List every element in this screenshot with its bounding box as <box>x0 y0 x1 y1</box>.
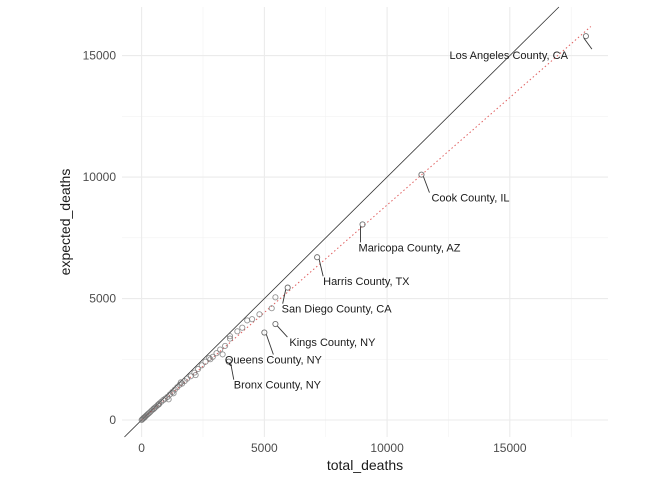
data-point <box>198 362 205 369</box>
data-point <box>207 356 214 363</box>
data-point <box>226 335 234 342</box>
data-points <box>138 33 589 424</box>
label-leader-line <box>277 325 288 338</box>
data-point <box>165 396 172 403</box>
labeled-data-point <box>359 221 366 228</box>
data-point <box>222 342 229 349</box>
labeled-data-point <box>272 320 279 328</box>
data-point <box>192 372 199 379</box>
x-tick-label: 10000 <box>370 441 404 455</box>
labeled-data-point <box>225 358 232 365</box>
y-tick-label: 15000 <box>83 49 117 63</box>
data-point <box>272 294 279 301</box>
data-point <box>239 324 246 331</box>
point-labels: Los Angeles County, CA Cook County, IL Mar… <box>225 37 593 392</box>
data-point <box>202 358 209 365</box>
data-point <box>155 401 162 408</box>
data-point <box>206 354 213 362</box>
labeled-data-point <box>261 329 268 336</box>
x-tick-labels: 0 5000 10000 15000 <box>138 441 527 455</box>
data-point <box>219 351 226 358</box>
reference-lines <box>124 6 592 438</box>
data-point <box>150 405 157 412</box>
data-point <box>256 311 263 318</box>
data-point <box>234 328 241 335</box>
label-leader-line <box>265 334 274 355</box>
point-label: Kings County, NY <box>289 337 376 349</box>
point-label: Queens County, NY <box>225 355 323 367</box>
label-leader-line <box>423 176 430 193</box>
point-label: Harris County, TX <box>323 276 410 288</box>
data-point <box>268 305 275 312</box>
labeled-data-point <box>284 284 291 291</box>
data-point <box>249 316 256 323</box>
y-tick-label: 5000 <box>89 292 116 306</box>
x-tick-label: 0 <box>138 441 145 455</box>
data-point <box>195 365 202 373</box>
identity-line <box>124 6 560 438</box>
x-tick-label: 5000 <box>251 441 278 455</box>
data-point <box>226 333 234 340</box>
data-point <box>170 390 177 397</box>
data-point <box>217 346 224 353</box>
point-label: Bronx County, NY <box>234 380 322 392</box>
point-label: Los Angeles County, CA <box>449 50 568 62</box>
point-label: San Diego County, CA <box>282 304 393 316</box>
label-leader-line <box>318 259 324 277</box>
label-leader-line <box>282 289 287 304</box>
grid-lines <box>122 7 608 437</box>
point-label: Cook County, IL <box>431 193 509 205</box>
labeled-data-point <box>314 254 321 261</box>
labeled-data-point <box>582 33 589 40</box>
data-point <box>213 350 220 357</box>
label-leader-line <box>230 363 235 380</box>
y-axis-title: expected_deaths <box>57 169 73 276</box>
y-tick-labels: 0 5000 10000 15000 <box>83 49 117 427</box>
x-tick-label: 15000 <box>493 441 527 455</box>
label-leader-line <box>583 37 593 50</box>
labeled-data-point <box>418 171 425 178</box>
point-label: Maricopa County, AZ <box>359 242 461 254</box>
x-axis-title: total_deaths <box>327 457 403 473</box>
y-tick-label: 10000 <box>83 170 117 184</box>
data-point <box>177 379 184 386</box>
y-tick-label: 0 <box>109 413 116 427</box>
